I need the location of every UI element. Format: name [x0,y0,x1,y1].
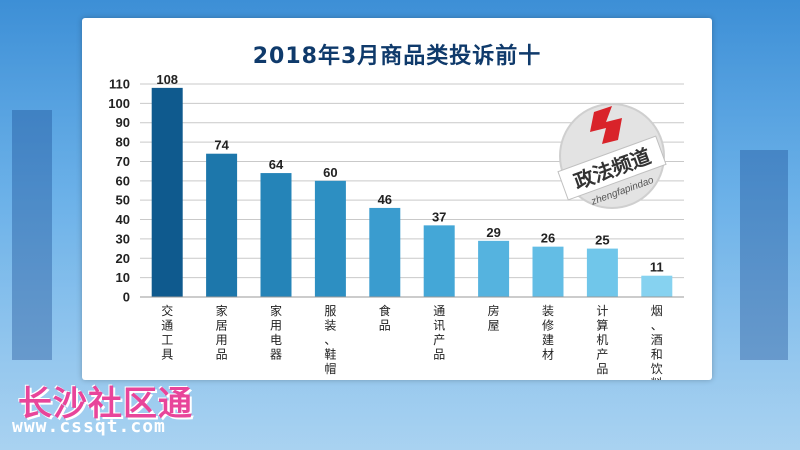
background-building [740,150,788,360]
category-label: 食品 [379,303,391,333]
bar [641,275,673,297]
y-tick-label: 90 [116,115,130,130]
data-label: 108 [156,72,178,87]
bar-chart: 0 10 20 30 40 50 60 70 80 90 100 110 108 交通工具 74 家居用品 64… [108,72,684,380]
bar [532,246,564,297]
category-label: 家居用品 [216,303,228,362]
watermark-logo-text: 长沙社区通 [18,384,193,424]
category-label: 房屋 [488,303,500,333]
data-label: 64 [269,157,284,172]
data-label: 60 [323,165,337,180]
bar [478,240,510,297]
category-label: 计算机产品 [596,304,608,376]
category-label: 烟、酒和饮料 [651,304,663,380]
y-tick-label: 10 [116,270,130,285]
y-tick-label: 80 [116,135,130,150]
bar [260,173,292,297]
bar [206,153,238,297]
y-tick-label: 70 [116,154,130,169]
chart-panel: 2018年3月商品类投诉前十 0 10 20 30 40 50 60 70 80 90 100 110… [82,18,712,380]
bar [369,207,401,297]
bar [151,87,183,297]
bar [586,248,618,297]
background-building [12,110,52,360]
y-tick-label: 20 [116,251,130,266]
data-label: 11 [650,260,664,275]
bar [314,180,346,297]
chart-title: 2018年3月商品类投诉前十 [252,44,542,69]
watermark-url: www.cssqt.com [12,416,166,437]
logo-text-plate [557,135,667,201]
data-label: 29 [486,225,500,240]
data-label: 25 [595,233,609,248]
y-tick-label: 110 [109,77,130,92]
data-label: 26 [541,231,555,246]
y-tick-label: 60 [116,173,130,188]
y-tick-label: 100 [108,96,130,111]
bar [423,225,455,297]
category-label: 服装、鞋帽 [324,304,336,376]
y-tick-label: 50 [116,193,130,208]
data-label: 37 [432,209,446,224]
category-label: 通讯产品 [433,304,445,362]
data-label: 74 [214,138,229,153]
data-label: 46 [378,192,392,207]
logo-mark-icon [590,106,622,144]
y-tick-label: 40 [116,212,130,227]
y-tick-label: 30 [116,231,130,246]
category-label: 交通工具 [161,303,173,362]
category-label: 家用电器 [270,303,282,362]
y-tick-label: 0 [123,290,130,305]
category-label: 装修建材 [542,304,554,362]
